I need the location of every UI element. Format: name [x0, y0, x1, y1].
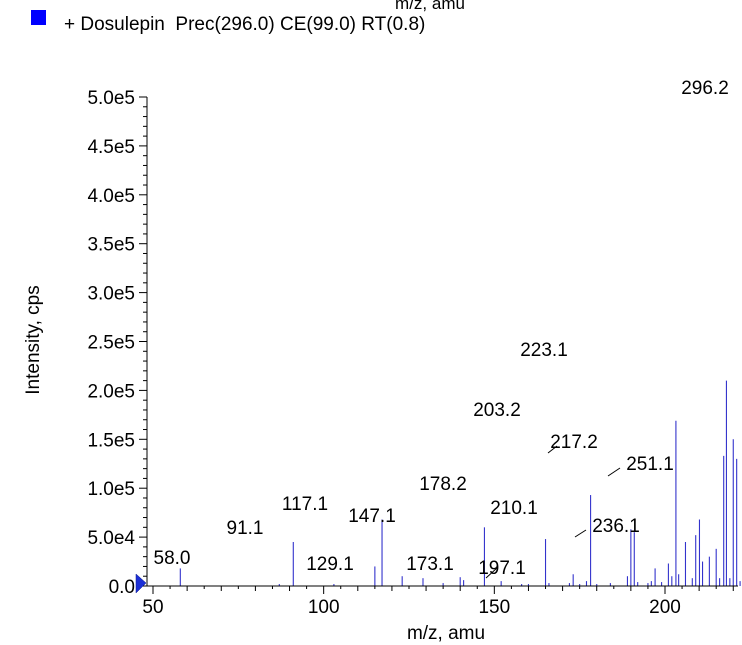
peak-label: 91.1	[227, 518, 264, 539]
peak-label: 236.1	[592, 516, 640, 537]
y-tick-label: 4.0e5	[87, 186, 135, 207]
legend-swatch	[31, 10, 46, 25]
x-axis-title: m/z, amu	[407, 623, 485, 644]
top-cut-axis-label: m/z, amu	[395, 0, 465, 13]
x-tick-labels: 50100150200250300	[142, 597, 681, 618]
y-axis-title: Intensity, cps	[23, 285, 44, 394]
peak-sticks	[179, 380, 741, 586]
y-tick-label: 3.5e5	[87, 235, 135, 256]
x-tick-label: 50	[142, 597, 163, 618]
peak-label: 173.1	[406, 554, 454, 575]
peak-label: 203.2	[473, 400, 521, 421]
peak-label: 178.2	[419, 474, 467, 495]
peak-label: 251.1	[626, 454, 674, 475]
peak-label: 197.1	[478, 558, 526, 579]
y-tick-label: 1.0e5	[87, 479, 135, 500]
leader-lines	[485, 445, 621, 579]
y-tick-label: 2.0e5	[87, 381, 135, 402]
x-tick-label: 100	[308, 597, 340, 618]
x-tick-label: 200	[649, 597, 681, 618]
peak-label: 210.1	[490, 498, 538, 519]
y-tick-label: 5.0e5	[87, 88, 135, 109]
y-tick-label: 4.5e5	[87, 137, 135, 158]
y-tick-label: 0.0	[109, 577, 135, 598]
y-tick-label: 2.5e5	[87, 333, 135, 354]
y-tick-label: 1.5e5	[87, 430, 135, 451]
peak-label: 129.1	[306, 554, 354, 575]
peak-label: 117.1	[282, 494, 328, 515]
peak-label-leader	[547, 445, 558, 454]
peak-label: 296.2	[681, 78, 729, 99]
y-tick-labels: 0.0 5.0e4 1.0e5 1.5e5 2.0e5 2.5e5 3.0e5 3.5e5 4.…	[87, 88, 135, 598]
axis-ticks	[139, 96, 734, 594]
axis-origin-marker	[135, 573, 147, 594]
peak-label-leader	[574, 529, 587, 538]
peak-label: 223.1	[520, 340, 568, 361]
legend-label: + Dosulepin Prec(296.0) CE(99.0) RT(0.8)	[64, 14, 425, 35]
x-tick-label: 150	[478, 597, 510, 618]
peak-label: 58.0	[154, 548, 191, 569]
y-tick-label: 3.0e5	[87, 284, 135, 305]
peak-labels: 58.0 91.1 117.1 129.1 147.1 173.1 178.2 197.1 20…	[154, 78, 729, 579]
peak-label-leader	[485, 567, 498, 579]
y-tick-label: 5.0e4	[87, 528, 135, 549]
peak-label-leader	[607, 467, 621, 477]
peak-label: 217.2	[550, 432, 598, 453]
peak-label: 147.1	[348, 506, 396, 527]
